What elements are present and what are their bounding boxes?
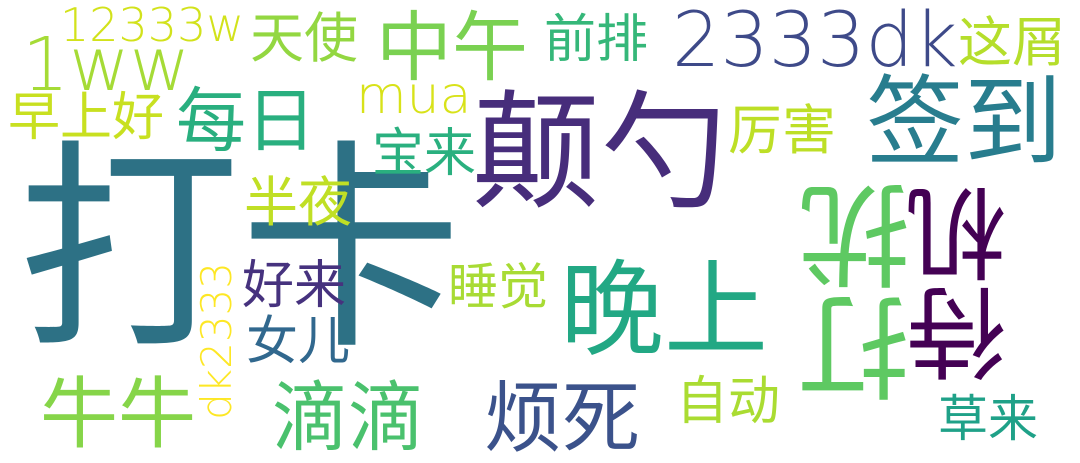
word-baolai: 宝来: [372, 124, 477, 184]
word-daka: 打卡: [18, 122, 462, 380]
word-1ww: 1ww: [22, 22, 191, 108]
word-12333w: 12333w: [60, 0, 244, 52]
word-qiandao: 签到: [866, 66, 1063, 180]
word-nver: 女儿: [246, 312, 351, 372]
word-dk2333: dk2333: [192, 262, 241, 420]
word-fansi: 烦死: [484, 374, 641, 463]
word-zidong: 自动: [676, 372, 781, 432]
word-zhexie: 这屑: [958, 11, 1066, 74]
word-didi: 滴滴: [272, 373, 424, 462]
word-2333dk: 2333dk: [672, 0, 958, 84]
word-zaoshanghao: 早上好: [8, 88, 165, 148]
word-wanshang: 晚上: [560, 249, 769, 371]
word-qianpai: 前排: [544, 10, 649, 70]
word-meiri: 每日: [176, 80, 316, 162]
word-mua: mua: [356, 66, 472, 126]
word-shuijiao: 睡觉: [448, 258, 548, 316]
word-daiji: 待机: [907, 184, 1024, 384]
word-banye: 半夜: [244, 171, 352, 234]
word-caolai: 草来: [938, 390, 1038, 448]
word-darao: 打扰: [799, 180, 929, 404]
word-haolai: 好来: [242, 256, 347, 316]
word-zhongwu: 中午: [376, 3, 528, 92]
word-dianshao: 颠勺: [472, 79, 729, 228]
word-niuniu: 牛牛: [40, 370, 197, 460]
word-tianshi: 天使: [250, 7, 358, 70]
word-lihai: 厉害: [728, 99, 836, 162]
